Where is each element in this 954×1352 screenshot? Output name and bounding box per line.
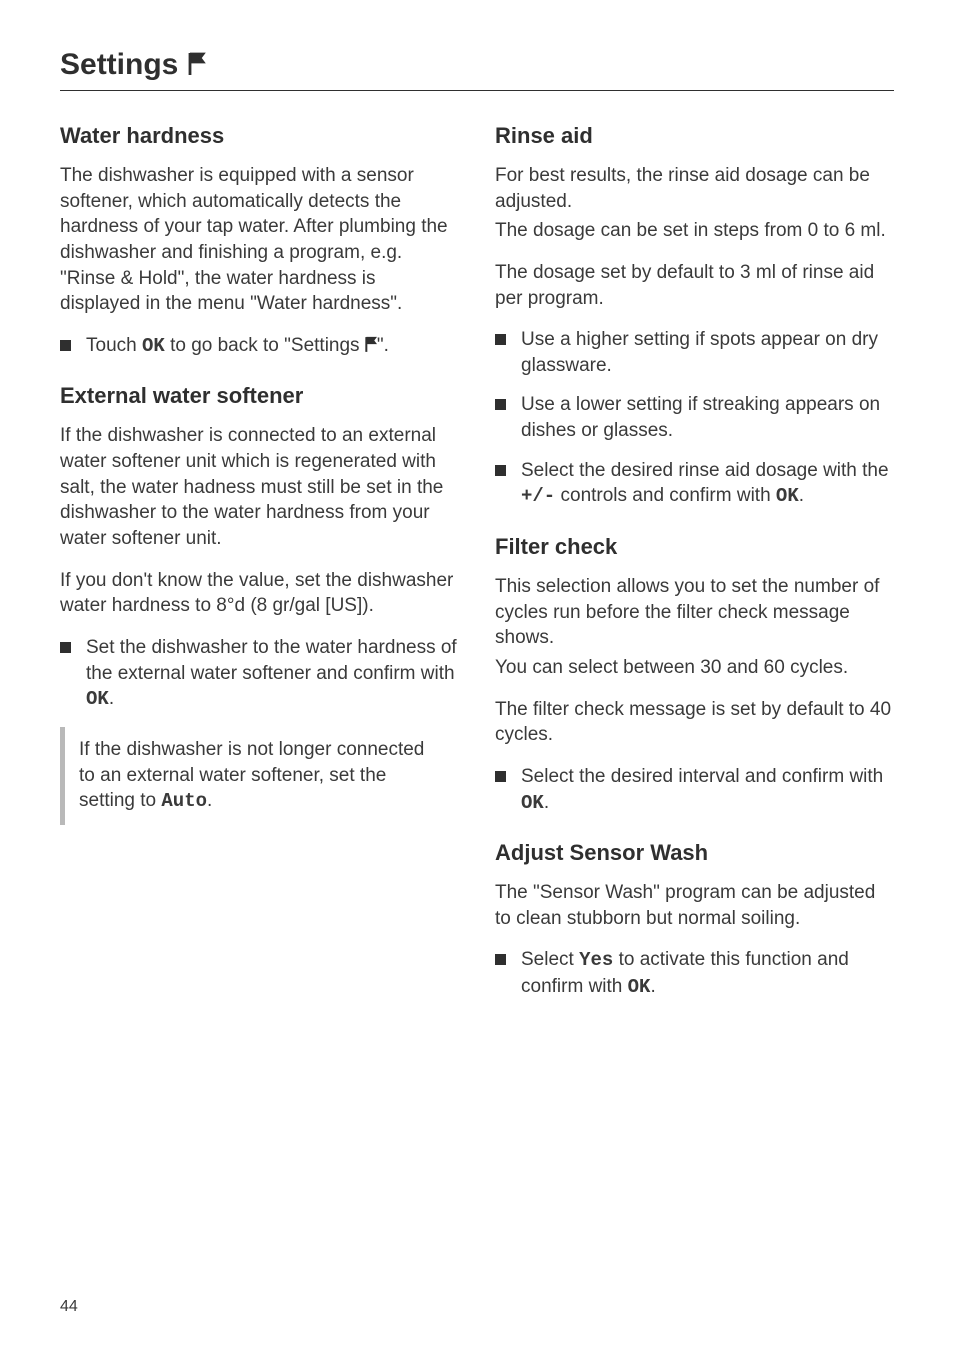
list-item: Use a lower setting if streaking appears… (495, 392, 894, 443)
heading-external-softener: External water softener (60, 383, 459, 409)
paragraph: The filter check message is set by defau… (495, 697, 894, 748)
text: If the dishwasher is not longer connecte… (79, 739, 424, 811)
text: Touch (86, 335, 142, 356)
ok-glyph: OK (142, 335, 165, 357)
paragraph: If the dishwasher is connected to an ext… (60, 423, 459, 551)
bullet-list: Use a higher setting if spots appear on … (495, 327, 894, 510)
paragraph: The "Sensor Wash" program can be adjuste… (495, 880, 894, 931)
callout-box: If the dishwasher is not longer connecte… (60, 727, 459, 825)
left-column: Water hardness The dishwasher is equippe… (60, 119, 459, 1015)
ok-glyph: OK (521, 792, 544, 814)
text: . (544, 792, 549, 813)
right-column: Rinse aid For best results, the rinse ai… (495, 119, 894, 1015)
yes-glyph: Yes (579, 949, 613, 971)
heading-filter-check: Filter check (495, 534, 894, 560)
text: . (207, 790, 212, 811)
paragraph: For best results, the rinse aid dosage c… (495, 163, 894, 214)
list-item: Set the dishwasher to the water hardness… (60, 635, 459, 713)
text: . (650, 976, 655, 997)
bullet-list: Select the desired interval and confirm … (495, 764, 894, 816)
heading-water-hardness: Water hardness (60, 123, 459, 149)
text: Select the desired rinse aid dosage with… (521, 460, 889, 481)
ok-glyph: OK (86, 688, 109, 710)
list-item: Select Yes to activate this function and… (495, 947, 894, 1000)
bullet-list: Touch OK to go back to "Settings ". (60, 333, 459, 360)
text: ". (377, 335, 389, 356)
list-item: Touch OK to go back to "Settings ". (60, 333, 459, 360)
paragraph: This selection allows you to set the num… (495, 574, 894, 651)
text: Select (521, 949, 579, 970)
bullet-list: Select Yes to activate this function and… (495, 947, 894, 1000)
auto-glyph: Auto (161, 790, 207, 812)
paragraph: The dosage can be set in steps from 0 to… (495, 218, 894, 244)
page-number: 44 (60, 1298, 78, 1316)
ok-glyph: OK (628, 976, 651, 998)
heading-sensor-wash: Adjust Sensor Wash (495, 840, 894, 866)
text: . (109, 688, 114, 709)
text: controls and confirm with (555, 485, 776, 506)
settings-flag-icon (365, 335, 377, 356)
page-title: Settings (60, 48, 178, 82)
ok-glyph: OK (776, 485, 799, 507)
text: to go back to "Settings (165, 335, 365, 356)
title-row: Settings (60, 48, 894, 91)
text: . (799, 485, 804, 506)
paragraph: The dosage set by default to 3 ml of rin… (495, 260, 894, 311)
paragraph: If you don't know the value, set the dis… (60, 568, 459, 619)
list-item: Select the desired rinse aid dosage with… (495, 458, 894, 510)
columns: Water hardness The dishwasher is equippe… (60, 119, 894, 1015)
list-item: Select the desired interval and confirm … (495, 764, 894, 816)
paragraph: The dishwasher is equipped with a sensor… (60, 163, 459, 317)
text: Set the dishwasher to the water hardness… (86, 637, 457, 684)
plusminus-glyph: +/- (521, 485, 555, 507)
settings-flag-icon (188, 52, 206, 79)
page-root: Settings Water hardness The dishwasher i… (0, 0, 954, 1352)
text: Select the desired interval and confirm … (521, 766, 883, 787)
heading-rinse-aid: Rinse aid (495, 123, 894, 149)
paragraph: You can select between 30 and 60 cycles. (495, 655, 894, 681)
list-item: Use a higher setting if spots appear on … (495, 327, 894, 378)
bullet-list: Set the dishwasher to the water hardness… (60, 635, 459, 713)
